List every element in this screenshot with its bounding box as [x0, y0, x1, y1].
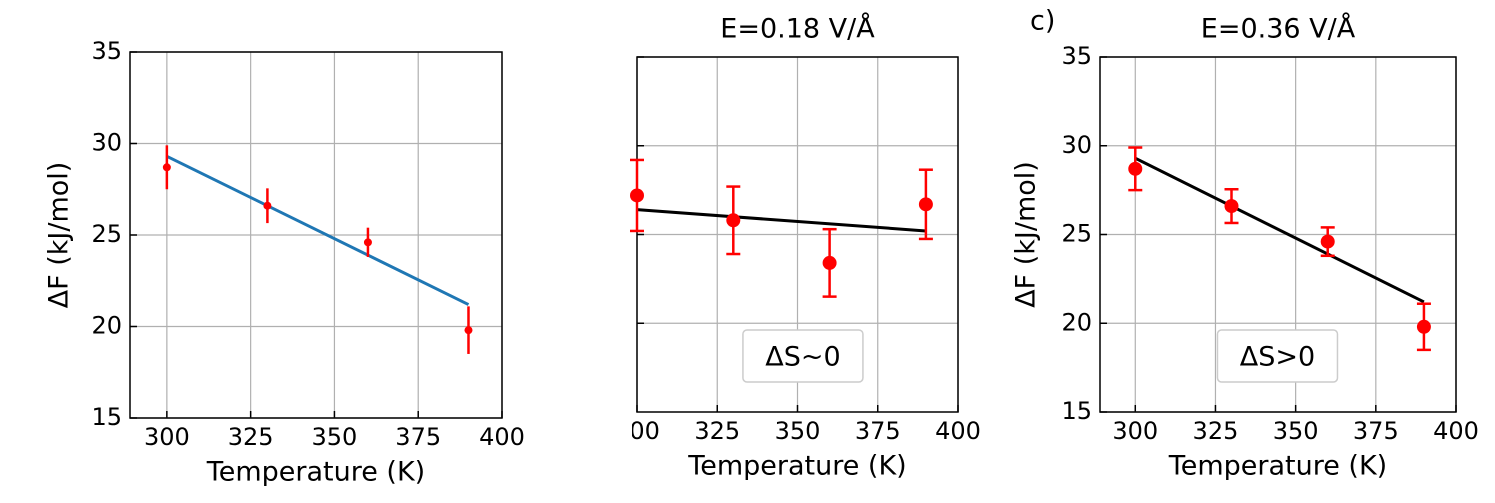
y-tick-label: 25 [1061, 220, 1092, 248]
x-axis-label: Temperature (K) [1168, 451, 1387, 482]
y-tick-label: 20 [91, 312, 122, 340]
data-point [918, 197, 933, 212]
annotation: ΔS>0 [1240, 342, 1315, 373]
y-tick-label: 25 [91, 220, 122, 248]
fit-line [166, 154, 470, 306]
panel: 300 325 350 375 400 15 20 25 30 35 Temperature (K)… [1011, 6, 1479, 482]
x-axis-label: Temperature (K) [687, 451, 906, 482]
fit-line [1134, 156, 1425, 304]
x-tick-label: 325 [694, 417, 740, 445]
x-tick-label: 300 [1112, 417, 1158, 445]
plot-frame [1099, 56, 1457, 413]
y-tick-label: 35 [1061, 42, 1092, 70]
y-axis-label: ΔF (kJ/mol) [1011, 161, 1042, 308]
x-tick-label: 300 [144, 423, 190, 451]
x-tick-label: 375 [1353, 417, 1399, 445]
data-point [263, 201, 272, 210]
x-axis-label: Temperature (K) [206, 457, 425, 488]
chart-title: E=0.18 V/Å [720, 13, 875, 45]
x-tick-label: 325 [1193, 417, 1239, 445]
y-tick-label: 20 [1061, 308, 1092, 336]
data-point [1224, 199, 1239, 214]
y-axis-label: ΔF (kJ/mol) [44, 162, 75, 309]
panel: 300 325 350 375 400 Temperature (K) E=0.18 V/Å… [614, 13, 981, 482]
panel: 300 325 350 375 400 15 20 25 30 35 Temperature (K)… [44, 37, 525, 488]
data-point [363, 238, 372, 247]
y-tick-label: 15 [91, 403, 122, 431]
panel-label: c) [1030, 6, 1055, 37]
x-tick-label: 350 [1273, 417, 1319, 445]
x-tick-label: 375 [395, 423, 441, 451]
y-tick-label: 30 [91, 129, 122, 157]
x-tick-label: 350 [775, 417, 821, 445]
data-point [630, 188, 644, 203]
chart-title: E=0.36 V/Å [1201, 13, 1356, 45]
annotation-box [1216, 329, 1339, 383]
x-tick-label: 350 [312, 423, 358, 451]
y-tick-label: 30 [1061, 131, 1092, 159]
x-tick-label: 400 [1433, 417, 1479, 445]
plot-frame [129, 51, 503, 419]
x-tick-label: 400 [479, 423, 525, 451]
annotation-box [742, 329, 864, 383]
x-tick-label: 375 [855, 417, 901, 445]
data-point [1128, 161, 1143, 176]
fit-line [636, 208, 927, 233]
data-point [464, 326, 473, 335]
x-tick-label: 400 [935, 417, 981, 445]
y-tick-label: 35 [91, 37, 122, 65]
data-point [1320, 234, 1335, 249]
data-point [822, 255, 837, 270]
data-point [162, 163, 171, 172]
y-tick-label: 15 [1061, 397, 1092, 425]
data-point [726, 213, 741, 228]
plot-frame [636, 56, 959, 413]
data-point [1416, 319, 1431, 334]
annotation: ΔS~0 [765, 342, 840, 373]
x-tick-label: 325 [228, 423, 274, 451]
x-tick-label: 300 [614, 417, 660, 445]
